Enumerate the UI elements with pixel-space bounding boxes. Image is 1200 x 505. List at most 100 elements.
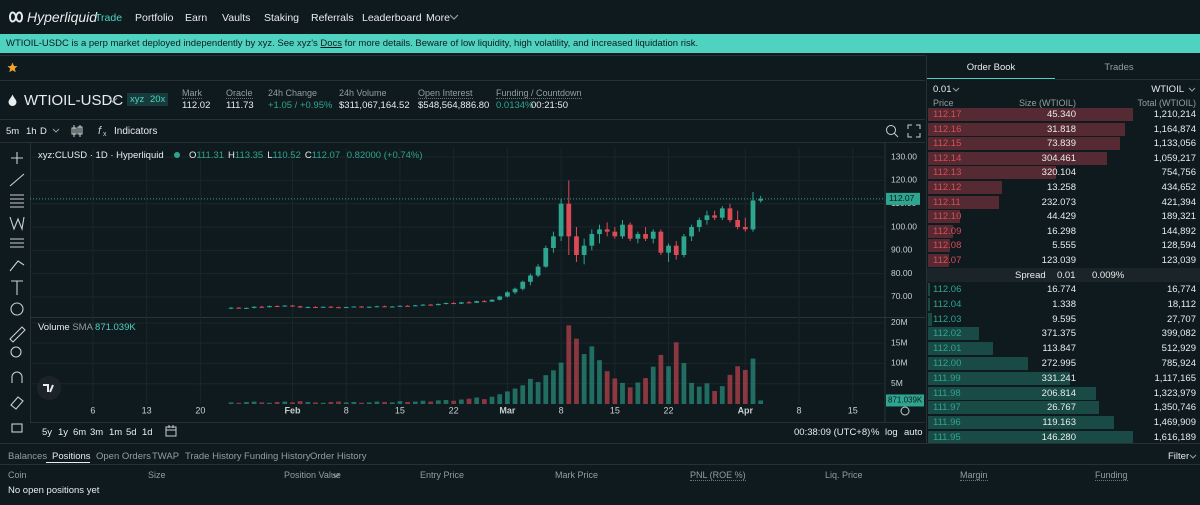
order-book-tab[interactable]: Order Book bbox=[966, 62, 1016, 73]
tick-size[interactable]: 0.01 bbox=[933, 84, 952, 95]
volume-bar bbox=[359, 402, 364, 404]
order-row[interactable]: 111.97 26.767 1,350,746 bbox=[927, 401, 1200, 415]
candle-body bbox=[382, 306, 387, 308]
indicators-button[interactable]: Indicators bbox=[114, 126, 158, 137]
ruler-tool[interactable] bbox=[9, 326, 26, 343]
order-row[interactable]: 112.10 44.429 189,321 bbox=[927, 210, 1200, 224]
order-row[interactable]: 111.99 331.241 1,117,165 bbox=[927, 371, 1200, 386]
scale-option[interactable]: % bbox=[871, 427, 880, 438]
logo[interactable]: Hyperliquid bbox=[27, 9, 98, 25]
order-row[interactable]: 111.98 206.814 1,323,979 bbox=[927, 386, 1200, 401]
order-row[interactable]: 111.96 119.163 1,469,909 bbox=[927, 416, 1200, 430]
scale-option[interactable]: auto bbox=[904, 427, 923, 438]
order-row[interactable]: 112.06 16.774 16,774 bbox=[927, 283, 1200, 297]
account-tab[interactable]: Trade History bbox=[185, 451, 242, 462]
order-row[interactable]: 112.01 113.847 512,929 bbox=[927, 342, 1200, 356]
account-tab[interactable]: Order History bbox=[310, 451, 367, 462]
filter-button[interactable]: Filter bbox=[1168, 451, 1190, 462]
range-button[interactable]: 5y bbox=[42, 427, 53, 438]
volume-bar bbox=[443, 399, 449, 404]
order-price: 112.13 bbox=[933, 167, 962, 179]
order-row[interactable]: 112.09 16.298 144,892 bbox=[927, 224, 1200, 239]
text-tool[interactable] bbox=[11, 280, 23, 295]
candle-body bbox=[666, 245, 671, 253]
magnet-tool[interactable] bbox=[11, 371, 23, 383]
market-symbol[interactable]: WTIOIL-USDC bbox=[24, 92, 124, 109]
account-tab[interactable]: Balances bbox=[8, 451, 48, 462]
divider bbox=[0, 80, 925, 81]
nav-item[interactable]: Earn bbox=[185, 12, 208, 24]
order-row[interactable]: 112.07 123.039 123,039 bbox=[927, 254, 1200, 268]
spread-value: 0.01 bbox=[1057, 270, 1076, 281]
range-button[interactable]: 1m bbox=[109, 427, 123, 438]
trend-line-tool[interactable] bbox=[9, 173, 25, 187]
stat-value: 111.73 bbox=[226, 100, 254, 111]
order-row[interactable]: 112.15 73.839 1,133,056 bbox=[927, 137, 1200, 151]
pattern-tool[interactable] bbox=[9, 216, 25, 232]
favorite-star[interactable] bbox=[7, 62, 18, 73]
projection-tool[interactable] bbox=[10, 238, 24, 248]
trades-tab[interactable]: Trades bbox=[1104, 62, 1134, 73]
fullscreen-icon[interactable] bbox=[907, 124, 921, 138]
interval-button[interactable]: 5m bbox=[6, 126, 20, 137]
lock-tool[interactable] bbox=[11, 423, 23, 433]
order-row[interactable]: 112.12 13.258 434,652 bbox=[927, 181, 1200, 195]
interval-button[interactable]: 1h bbox=[26, 126, 37, 137]
nav-item[interactable]: Leaderboard bbox=[362, 12, 422, 24]
order-row[interactable]: 111.95 146.280 1,616,189 bbox=[927, 431, 1200, 445]
account-tab[interactable]: Positions bbox=[52, 451, 91, 462]
tradingview-logo[interactable] bbox=[37, 376, 61, 400]
calendar-icon[interactable] bbox=[165, 425, 177, 437]
account-tab[interactable]: TWAP bbox=[152, 451, 180, 462]
range-button[interactable]: 1y bbox=[58, 427, 69, 438]
nav-item[interactable]: Staking bbox=[264, 12, 300, 24]
erase-tool[interactable] bbox=[10, 396, 24, 410]
account-tab[interactable]: Funding History bbox=[244, 451, 311, 462]
settings-icon[interactable] bbox=[900, 406, 910, 416]
scale-option[interactable]: log bbox=[885, 427, 898, 438]
order-row[interactable]: 112.08 5.555 128,594 bbox=[927, 239, 1200, 253]
docs-link[interactable]: Docs bbox=[320, 38, 343, 49]
order-row[interactable]: 112.17 45.340 1,210,214 bbox=[927, 108, 1200, 122]
candle-body bbox=[343, 306, 349, 308]
nav-item[interactable]: More bbox=[426, 12, 450, 24]
order-total: 1,616,189 bbox=[1153, 432, 1196, 443]
range-button[interactable]: 6m bbox=[73, 427, 87, 438]
account-tab[interactable]: Open Orders bbox=[96, 451, 151, 462]
volume-bar bbox=[343, 402, 349, 404]
fib-tool[interactable] bbox=[10, 194, 24, 208]
nav-item[interactable]: Portfolio bbox=[135, 12, 174, 24]
zoom-tool[interactable] bbox=[10, 346, 22, 358]
interval-button[interactable]: D bbox=[40, 126, 47, 137]
order-row[interactable]: 112.00 272.995 785,924 bbox=[927, 357, 1200, 371]
order-row[interactable]: 112.03 9.595 27,707 bbox=[927, 312, 1200, 327]
candle-body bbox=[620, 224, 625, 237]
emoji-tool[interactable] bbox=[10, 302, 24, 316]
order-row[interactable]: 112.13 320.104 754,756 bbox=[927, 166, 1200, 180]
brush-tool[interactable] bbox=[9, 260, 25, 272]
order-row[interactable]: 112.14 304.461 1,059,217 bbox=[927, 151, 1200, 166]
crosshair-tool[interactable] bbox=[11, 152, 23, 164]
order-size: 5.555 bbox=[1052, 240, 1076, 252]
order-row[interactable]: 112.16 31.818 1,164,874 bbox=[927, 122, 1200, 137]
range-button[interactable]: 5d bbox=[126, 427, 137, 438]
nav-item[interactable]: Trade bbox=[95, 12, 123, 24]
order-row[interactable]: 112.02 371.375 399,082 bbox=[927, 327, 1200, 341]
range-button[interactable]: 1d bbox=[142, 427, 153, 438]
unit-select[interactable]: WTIOIL bbox=[1151, 84, 1184, 95]
candle-type-icon[interactable] bbox=[70, 124, 84, 138]
volume-bar bbox=[735, 366, 741, 404]
order-row[interactable]: 112.04 1.338 18,112 bbox=[927, 297, 1200, 312]
order-row[interactable]: 112.11 232.073 421,394 bbox=[927, 195, 1200, 210]
x-tick-label: 6 bbox=[90, 405, 95, 415]
screenshot-icon[interactable] bbox=[885, 124, 899, 138]
range-button[interactable]: 3m bbox=[90, 427, 104, 438]
candle-body bbox=[689, 227, 694, 237]
volume-bar bbox=[681, 363, 687, 404]
nav-item[interactable]: Referrals bbox=[311, 12, 354, 24]
order-size: 16.298 bbox=[1046, 225, 1076, 237]
sma-value: 871.039K bbox=[95, 322, 136, 333]
leverage-badge: 20x bbox=[147, 93, 169, 106]
nav-item[interactable]: Vaults bbox=[222, 12, 251, 24]
